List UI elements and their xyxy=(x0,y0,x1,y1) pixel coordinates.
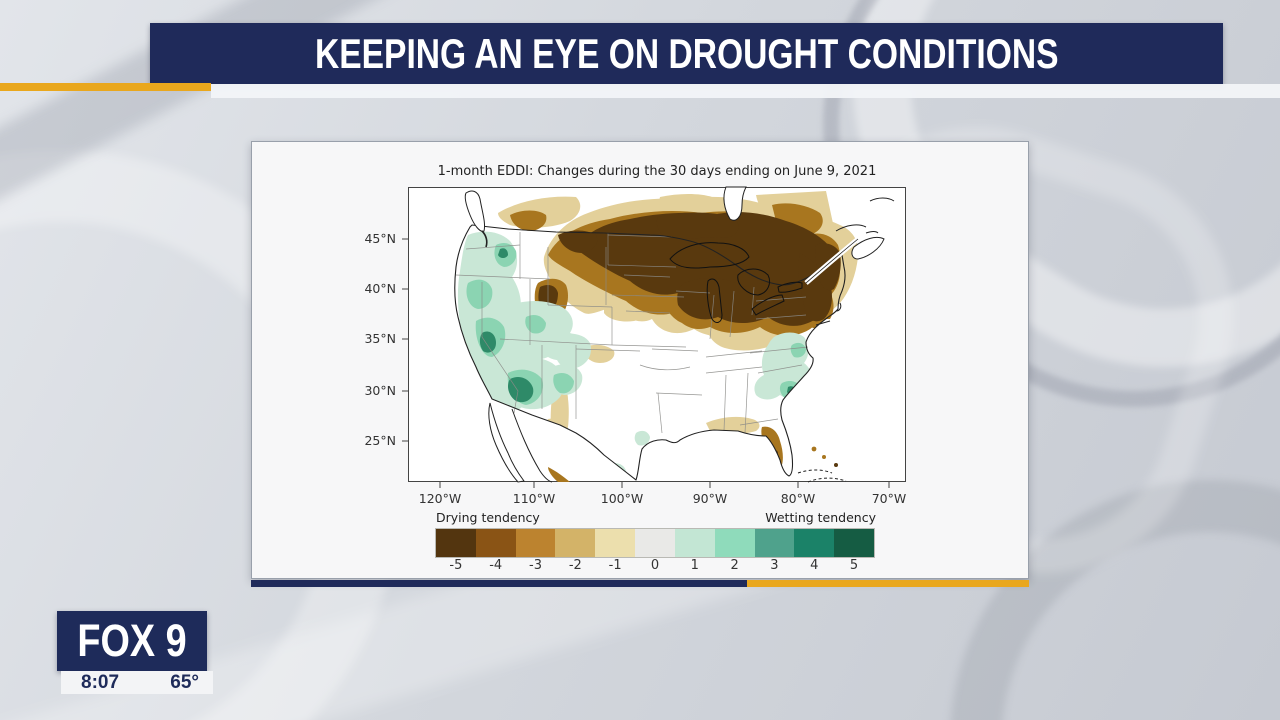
clock-time: 8:07 xyxy=(81,671,120,693)
lon-tick-90W: 90°W xyxy=(692,491,728,506)
colorbar-value-label: -3 xyxy=(529,558,543,573)
lat-tick-40N: 40°N xyxy=(364,281,396,296)
canada-coast-outlines xyxy=(464,186,895,326)
colorbar-cell xyxy=(714,529,755,557)
temperature-readout: 65° xyxy=(170,671,199,693)
colorbar-cell xyxy=(834,529,874,557)
map-title: 1-month EDDI: Changes during the 30 days… xyxy=(437,164,877,179)
colorbar-cell xyxy=(595,529,636,557)
lon-tick-70W: 70°W xyxy=(871,491,907,506)
lat-tick-30N: 30°N xyxy=(364,383,396,398)
map-card: 1-month EDDI: Changes during the 30 days… xyxy=(251,141,1029,579)
mexico-outlines xyxy=(488,402,553,483)
colorbar-value-label: 3 xyxy=(770,558,779,573)
colorbar-cell xyxy=(674,529,715,557)
lat-tick-25N: 25°N xyxy=(364,433,396,448)
state-borders xyxy=(455,232,809,434)
colorbar-labels: -5 -4 -3 -2 -1 0 1 2 3 4 5 xyxy=(436,558,874,573)
colorbar-value-label: 0 xyxy=(650,558,660,573)
colorbar-cell xyxy=(635,529,675,557)
colorbar-value-label: 5 xyxy=(849,558,859,573)
card-bottom-navy-bar xyxy=(251,580,747,587)
colorbar-value-label: 1 xyxy=(690,558,699,573)
banner-understrip xyxy=(211,84,1280,98)
colorbar-value-label: -4 xyxy=(489,558,503,573)
great-lakes xyxy=(669,242,803,323)
axis-ticks xyxy=(402,238,890,488)
lat-tick-35N: 35°N xyxy=(364,331,396,346)
colorbar-cell xyxy=(515,529,556,557)
bahamas-cuba xyxy=(797,446,847,483)
colorbar-cell xyxy=(794,529,835,557)
colorbar xyxy=(435,528,875,558)
lon-tick-100W: 100°W xyxy=(600,491,644,506)
headline-banner: KEEPING AN EYE ON DROUGHT CONDITIONS xyxy=(150,23,1223,84)
station-logo: FOX 9 xyxy=(57,611,207,671)
lat-tick-45N: 45°N xyxy=(364,231,396,246)
wetting-tendency-label: Wetting tendency xyxy=(765,510,876,525)
station-logo-text: FOX 9 xyxy=(77,615,187,666)
colorbar-value-label: 2 xyxy=(730,558,739,573)
colorbar-cell xyxy=(555,529,596,557)
colorbar-cell xyxy=(754,529,795,557)
lon-tick-110W: 110°W xyxy=(512,491,556,506)
gold-accent-bar xyxy=(0,83,211,91)
colorbar-value-label: -5 xyxy=(449,558,463,573)
drying-tendency-label: Drying tendency xyxy=(436,510,540,525)
eddi-map xyxy=(402,186,906,488)
headline-text: KEEPING AN EYE ON DROUGHT CONDITIONS xyxy=(314,29,1059,77)
colorbar-value-label: -2 xyxy=(568,558,582,573)
station-info-strip: 8:07 65° xyxy=(61,671,213,694)
colorbar-value-label: 4 xyxy=(810,558,819,573)
st-lawrence-river xyxy=(804,237,860,285)
colorbar-cell xyxy=(475,529,516,557)
card-bottom-gold-bar xyxy=(747,580,1029,587)
lon-tick-120W: 120°W xyxy=(418,491,462,506)
colorbar-cell xyxy=(436,529,476,557)
sinaloa-drying-patch xyxy=(548,467,570,482)
colorbar-value-label: -1 xyxy=(608,558,622,573)
lon-tick-80W: 80°W xyxy=(780,491,816,506)
